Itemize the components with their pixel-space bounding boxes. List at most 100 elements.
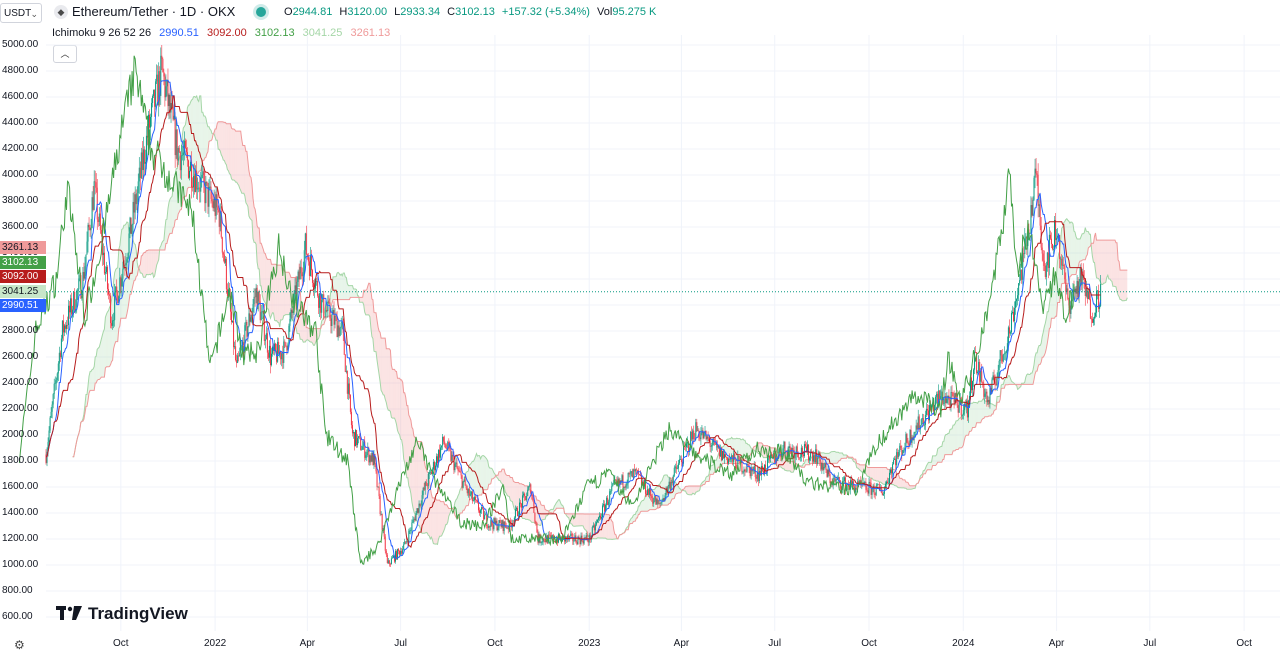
candle-body bbox=[1079, 267, 1081, 282]
ichimoku-cloud-segment bbox=[517, 482, 519, 514]
ethereum-icon: ◆ bbox=[54, 5, 68, 19]
candle-body bbox=[50, 411, 52, 418]
candle-body bbox=[900, 445, 902, 448]
candle-body bbox=[1060, 258, 1062, 260]
candle-body bbox=[135, 194, 137, 205]
ichimoku-cloud-segment bbox=[199, 95, 201, 171]
ichimoku-cloud-segment bbox=[371, 298, 373, 339]
candle-body bbox=[384, 536, 386, 551]
ichimoku-cloud-segment bbox=[596, 514, 598, 539]
candle-body bbox=[218, 209, 220, 227]
candle-body bbox=[658, 503, 660, 504]
candle-body bbox=[150, 116, 152, 128]
candle-body bbox=[517, 515, 519, 517]
candle-body bbox=[163, 71, 165, 77]
ichimoku-cloud-segment bbox=[392, 369, 394, 419]
candle-body bbox=[1043, 260, 1045, 266]
candle-body bbox=[357, 438, 359, 446]
candle-body bbox=[295, 285, 297, 301]
ichimoku-cloud-segment bbox=[645, 494, 647, 512]
candle-body bbox=[752, 469, 754, 472]
candle-body bbox=[852, 481, 854, 484]
candle-body bbox=[338, 325, 340, 336]
candle-body bbox=[526, 495, 528, 501]
candle-body bbox=[625, 485, 627, 488]
quote-currency-select[interactable]: USDT ⌄ bbox=[0, 3, 42, 23]
candle-body bbox=[699, 437, 701, 440]
candle-body bbox=[926, 408, 928, 411]
ichimoku-cloud-segment bbox=[538, 500, 541, 526]
ichimoku-cloud-segment bbox=[1066, 218, 1068, 284]
ichimoku-cloud-segment bbox=[364, 290, 366, 315]
candle-body bbox=[428, 472, 430, 474]
ichimoku-cloud-segment bbox=[456, 495, 459, 519]
candle-body bbox=[101, 234, 103, 256]
ichimoku-cloud-segment bbox=[845, 455, 847, 459]
candle-body bbox=[274, 343, 276, 351]
candle-body bbox=[290, 309, 292, 319]
ichimoku-cloud-segment bbox=[445, 504, 447, 525]
ichimoku-cloud-segment bbox=[826, 453, 829, 464]
candle-body bbox=[1035, 168, 1037, 174]
ichimoku-cloud-segment bbox=[640, 501, 642, 512]
candle-body bbox=[236, 360, 238, 363]
candle-body bbox=[742, 472, 744, 473]
candle-body bbox=[73, 292, 75, 310]
ichimoku-cloud-segment bbox=[341, 274, 343, 300]
candle-body bbox=[441, 445, 443, 448]
conversion-line-value: 2990.51 bbox=[159, 27, 199, 39]
candle-body bbox=[147, 114, 149, 138]
candle-body bbox=[953, 396, 955, 403]
candle-body bbox=[45, 454, 47, 463]
candle-body bbox=[200, 178, 202, 192]
candle-body bbox=[367, 448, 369, 453]
volume-value: 95.275 K bbox=[612, 6, 657, 18]
candle-body bbox=[100, 229, 102, 235]
candle-body bbox=[833, 478, 835, 479]
candle-body bbox=[915, 425, 917, 433]
ichimoku-cloud-segment bbox=[998, 396, 1000, 403]
ichimoku-cloud-segment bbox=[687, 486, 689, 495]
ichimoku-cloud-segment bbox=[1120, 270, 1122, 300]
candle-body bbox=[533, 500, 535, 513]
ichimoku-cloud-segment bbox=[1076, 236, 1078, 275]
candle-body bbox=[138, 167, 140, 182]
candle-body bbox=[375, 463, 377, 472]
candle-body bbox=[519, 502, 521, 516]
ichimoku-cloud-segment bbox=[677, 485, 679, 494]
indicator-legend[interactable]: Ichimoku 9 26 52 26 2990.51 3092.00 3102… bbox=[52, 27, 395, 39]
candle-body bbox=[380, 513, 382, 515]
candle-body bbox=[59, 352, 61, 358]
candle-body bbox=[51, 404, 53, 412]
candle-body bbox=[1090, 318, 1092, 320]
candle-body bbox=[595, 522, 597, 525]
candle-body bbox=[1067, 288, 1069, 299]
ichimoku-cloud-segment bbox=[1101, 240, 1103, 285]
ichimoku-cloud-segment bbox=[911, 485, 913, 490]
ichimoku-cloud-segment bbox=[431, 494, 433, 540]
ichimoku-cloud-segment bbox=[712, 465, 714, 475]
symbol-title[interactable]: Ethereum/Tether · 1D · OKX bbox=[72, 4, 236, 19]
ichimoku-cloud-segment bbox=[240, 131, 242, 194]
candle-body bbox=[120, 277, 122, 287]
candle-body bbox=[364, 441, 366, 458]
candle-body bbox=[1016, 298, 1018, 302]
settings-icon[interactable]: ⚙ bbox=[14, 638, 25, 652]
candle-body bbox=[327, 301, 329, 312]
ichimoku-cloud-segment bbox=[383, 338, 385, 396]
candle-body bbox=[737, 455, 739, 470]
ichimoku-cloud-segment bbox=[376, 312, 378, 360]
ichimoku-cloud-segment bbox=[230, 123, 232, 179]
candle-body bbox=[1086, 288, 1088, 299]
ichimoku-cloud-segment bbox=[976, 402, 978, 423]
ichimoku-cloud-segment bbox=[525, 485, 527, 520]
candle-body bbox=[205, 181, 207, 204]
candle-body bbox=[726, 457, 728, 458]
time-axis-tick-label: Oct bbox=[1236, 638, 1252, 649]
ichimoku-cloud-segment bbox=[577, 513, 579, 527]
ichimoku-cloud-segment bbox=[679, 488, 681, 493]
ichimoku-cloud-segment bbox=[877, 467, 879, 481]
candle-body bbox=[298, 271, 300, 280]
lagging-span-value: 3102.13 bbox=[254, 27, 295, 39]
